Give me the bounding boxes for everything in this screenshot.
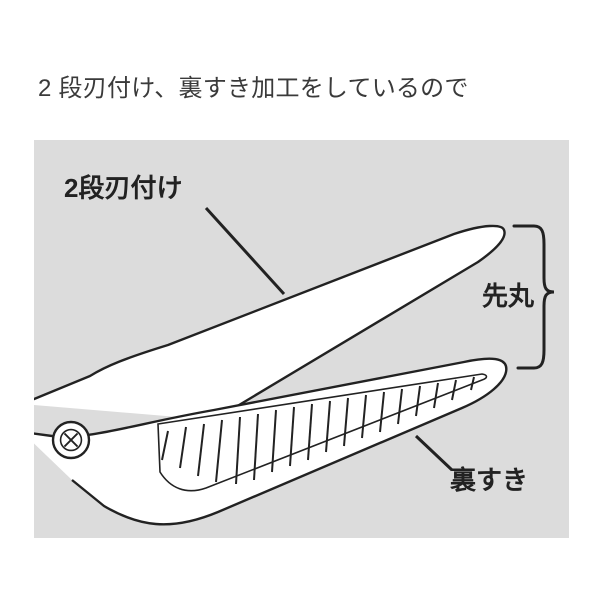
caption-line-1: 2 段刃付け、裏すき加工をしているので <box>38 75 469 102</box>
label-nidanha: 2段刃付け <box>64 168 182 205</box>
label-sakimaru: 先丸 <box>482 276 534 313</box>
label-urasuki: 裏すき <box>450 460 528 497</box>
pivot-screw-icon <box>53 422 89 458</box>
